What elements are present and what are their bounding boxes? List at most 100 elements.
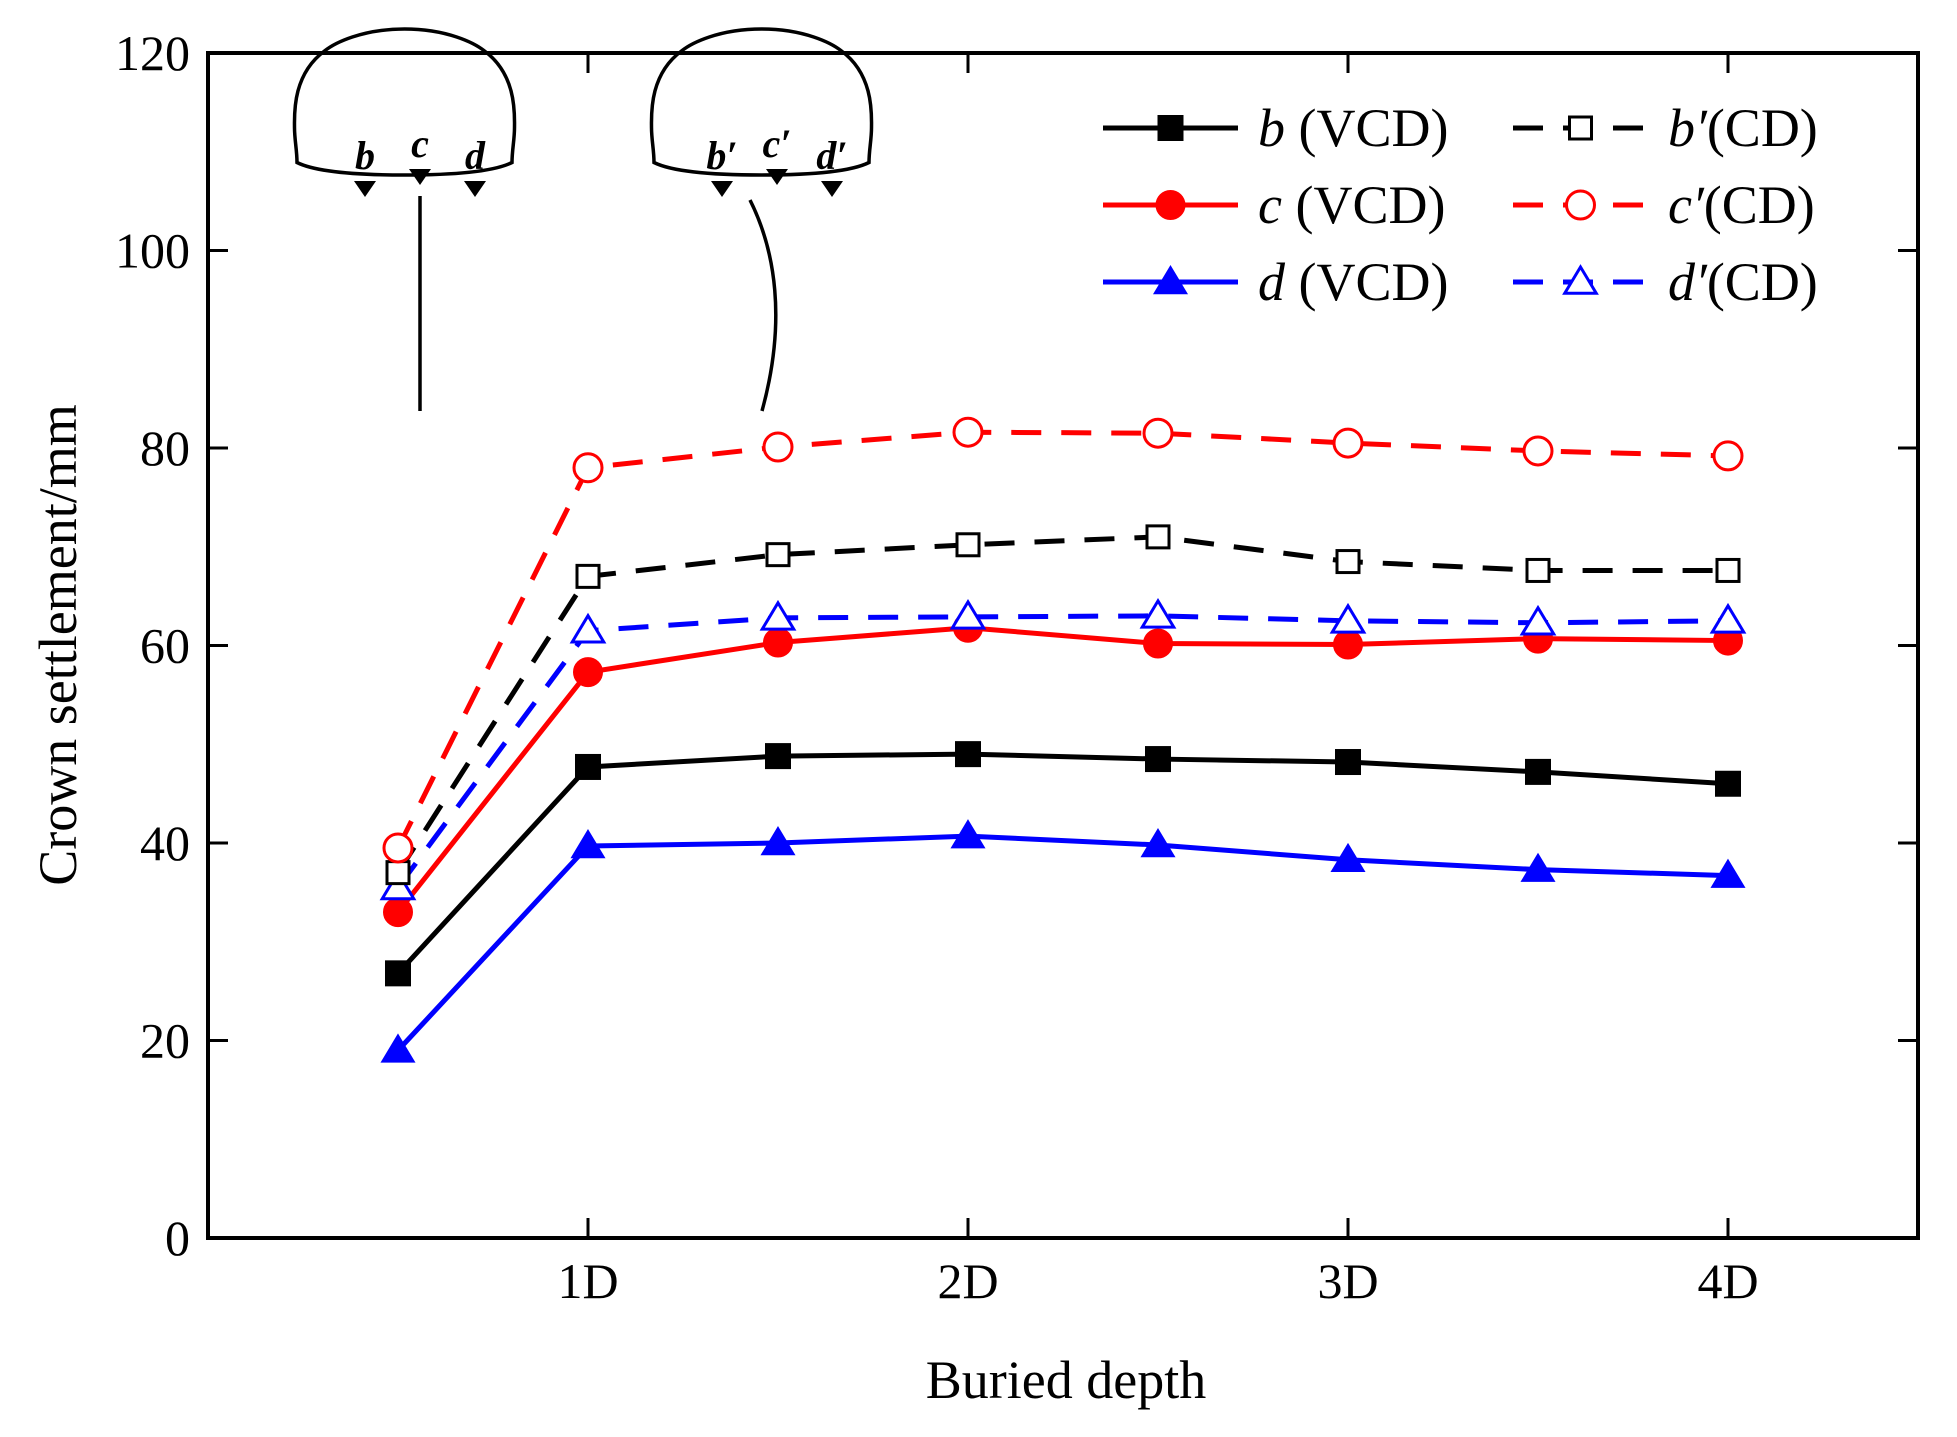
data-point-b-vcd [1525, 758, 1551, 785]
legend-var: d′ [1668, 252, 1708, 312]
y-axis-title: Crown settlement/mm [28, 404, 88, 885]
data-point-c-vcd [763, 627, 793, 658]
legend-var: d [1258, 252, 1286, 312]
legend: b (VCD) b′(CD)c (VCD) c′(CD)d (VCD) d′(CD) [1103, 98, 1818, 312]
series-line-b-vcd [396, 751, 1729, 976]
series-line-c-cd [395, 429, 1729, 850]
legend-entry-b-cd: b′(CD) [1513, 98, 1818, 158]
y-tick-label: 60 [140, 618, 190, 674]
data-point-b-cd [1335, 549, 1361, 575]
data-point-d-vcd [950, 819, 986, 849]
data-point-d-cd [379, 869, 417, 901]
data-point-c-cd [1332, 427, 1364, 459]
legend-label-d-cd: d′(CD) [1668, 252, 1818, 312]
tunnel-section-cd: b′ c′ d′ [649, 27, 874, 412]
measure-point-label: d [465, 133, 486, 178]
y-tick-label: 120 [115, 25, 190, 81]
legend-entry-c-cd: c′(CD) [1513, 175, 1815, 235]
series-line-b-cd [395, 534, 1728, 874]
legend-label-c-cd: c′(CD) [1668, 175, 1815, 235]
data-point-d-cd [1519, 604, 1557, 636]
data-point-d-vcd [1140, 828, 1176, 858]
data-point-d-vcd [1330, 842, 1366, 873]
legend-entry-d-vcd: d (VCD) [1103, 252, 1448, 312]
data-point-b-vcd [385, 960, 411, 987]
series-d-cd [379, 597, 1747, 901]
y-tick-label: 0 [165, 1210, 190, 1266]
y-tick-label: 80 [140, 420, 190, 476]
series-b-cd [385, 524, 1741, 886]
series-c-cd [382, 416, 1744, 864]
legend-suffix: (VCD) [1282, 175, 1445, 235]
legend-label-c-vcd: c (VCD) [1258, 175, 1445, 235]
data-point-b-vcd [765, 743, 791, 770]
data-point-c-vcd [1143, 628, 1173, 659]
series-layer [379, 416, 1747, 1063]
data-point-c-vcd [383, 897, 413, 928]
legend-marker-d-cd [1562, 264, 1599, 295]
legend-marker-c-cd [1565, 189, 1596, 221]
legend-marker-b-cd [1568, 115, 1593, 141]
legend-label-b-vcd: b (VCD) [1258, 98, 1448, 158]
data-point-c-vcd [1333, 629, 1363, 660]
series-d-vcd [380, 819, 1746, 1063]
data-point-b-vcd [575, 753, 601, 780]
legend-var: c′ [1668, 175, 1705, 235]
measure-point-marker [354, 181, 376, 197]
x-tick-label: 3D [1317, 1253, 1378, 1309]
legend-marker-b-vcd [1157, 115, 1184, 141]
data-point-b-cd [1715, 557, 1741, 583]
data-point-d-cd [949, 598, 987, 630]
data-point-b-cd [955, 532, 981, 558]
data-point-d-vcd [380, 1033, 416, 1063]
tunnel-divider [748, 199, 778, 412]
legend-marker-c-vcd [1155, 190, 1186, 220]
series-line-d-vcd [396, 833, 1729, 1053]
measure-point-label: d′ [816, 133, 847, 178]
measure-point-label: b′ [706, 133, 737, 178]
x-tick-label: 1D [557, 1253, 618, 1309]
legend-suffix: (CD) [1704, 175, 1815, 235]
legend-suffix: (CD) [1707, 98, 1818, 158]
measure-point-marker [821, 181, 843, 197]
legend-suffix: (CD) [1707, 252, 1818, 312]
tunnel-section-inset: b c d b′ c′ d′ [292, 27, 874, 412]
measure-point-marker [409, 169, 431, 185]
legend-entry-b-vcd: b (VCD) [1103, 98, 1448, 158]
data-point-c-cd [1142, 417, 1174, 449]
legend-label-b-cd: b′(CD) [1668, 98, 1818, 158]
data-point-d-cd [569, 612, 607, 644]
data-point-b-vcd [955, 741, 981, 768]
data-point-c-cd [382, 832, 414, 864]
legend-var: b′ [1668, 98, 1708, 158]
x-tick-label: 2D [937, 1253, 998, 1309]
data-point-b-cd [1525, 557, 1551, 583]
series-line-c-vcd [396, 625, 1729, 914]
legend-var: b [1258, 98, 1285, 158]
measure-point-label: b [355, 133, 375, 178]
data-point-b-cd [765, 542, 791, 568]
data-point-c-cd [762, 431, 794, 463]
legend-marker-d-vcd [1152, 265, 1189, 295]
x-tick-label: 4D [1697, 1253, 1758, 1309]
measure-point-marker [711, 181, 733, 197]
data-point-b-cd [385, 860, 411, 886]
data-point-c-cd [1522, 435, 1554, 467]
plot-frame [206, 51, 1920, 1240]
measure-point-label: c [411, 121, 429, 166]
data-point-b-cd [1145, 524, 1171, 550]
series-line-d-cd [395, 613, 1729, 889]
legend-suffix: (VCD) [1285, 252, 1448, 312]
legend-entry-d-cd: d′(CD) [1513, 252, 1818, 312]
data-point-d-cd [1709, 602, 1747, 634]
measure-point-marker [766, 169, 788, 185]
y-tick-label: 40 [140, 815, 190, 871]
legend-entry-c-vcd: c (VCD) [1103, 175, 1445, 235]
data-point-d-cd [1139, 597, 1177, 629]
measure-point-label: c′ [762, 121, 791, 166]
measure-point-marker [464, 181, 486, 197]
y-tick-label: 20 [140, 1013, 190, 1069]
axes: 0 20 40 60 80 100 120 1D 2D 3D 4D [115, 25, 1920, 1309]
data-point-d-vcd [1520, 852, 1556, 882]
